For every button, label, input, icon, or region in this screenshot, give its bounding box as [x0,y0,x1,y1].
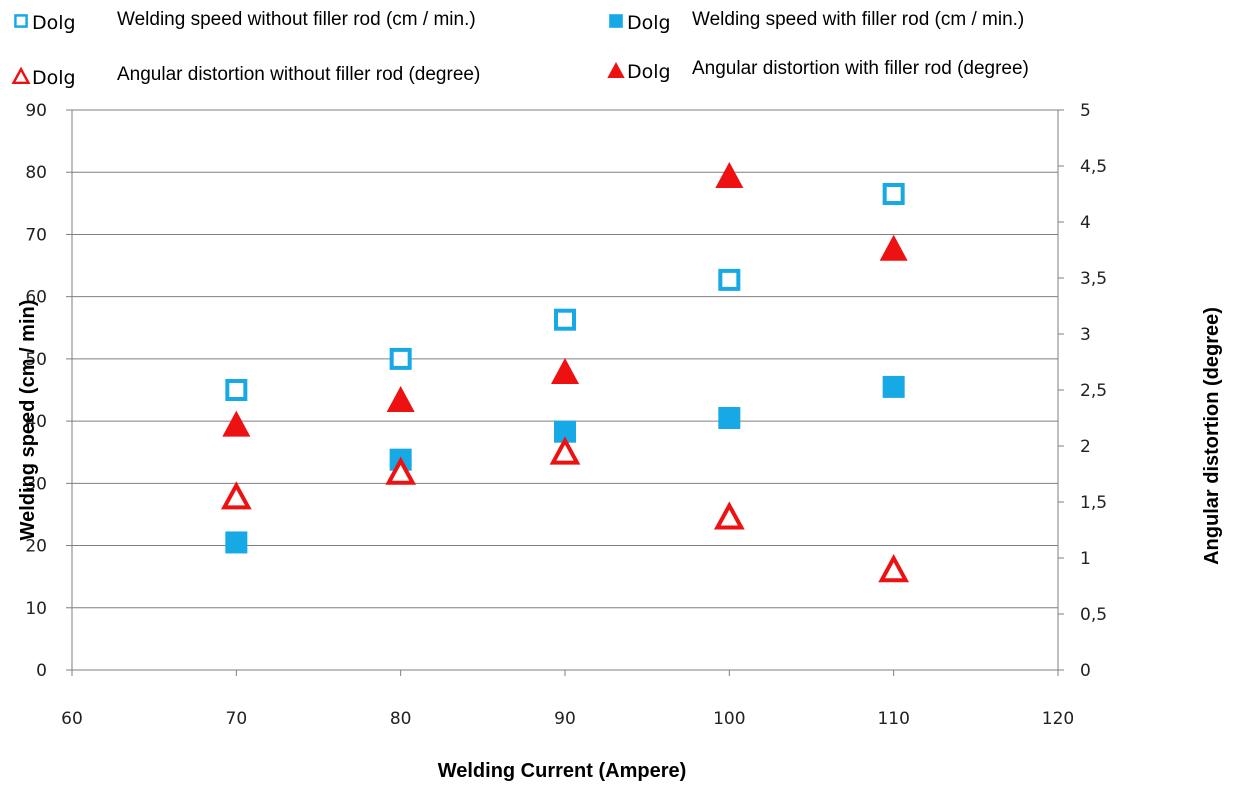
data-point [389,347,412,370]
data-point [554,308,576,331]
data-point [718,268,741,291]
y-tick-label-left: 80 [25,163,47,183]
legend-prefix: Dolg [627,61,671,83]
y-tick-label-right: 2 [1080,437,1091,457]
series-4 [222,161,908,437]
data-point [879,234,908,261]
x-tick-label: 120 [1042,709,1074,729]
data-point [549,436,581,465]
axes [66,109,1064,676]
y-tick-label-left: 20 [25,537,47,557]
y-tick-label-left: 40 [25,412,47,432]
x-axis-title: Welding Current (Ampere) [438,760,687,782]
series-1 [225,183,905,401]
series-3 [220,436,910,583]
legend-entry-2: Dolg Welding speed with filler rod (cm / … [609,9,1024,34]
x-tick-label: 70 [226,709,248,729]
data-point [713,501,745,530]
y-tick-label-left: 30 [25,474,47,494]
y-axis-title-right: Angular distortion (degree) [1201,307,1223,565]
x-tick-label: 100 [713,709,745,729]
y-tick-label-left: 50 [25,350,47,370]
y-tick-label-left: 90 [25,101,47,121]
legend-marker [11,66,31,85]
data-point [718,407,741,429]
data-point [554,420,576,443]
y-tick-label-right: 0,5 [1080,605,1107,625]
y-tick-label-right: 0 [1080,661,1091,681]
y-tick-label-right: 4,5 [1080,157,1107,177]
series-2 [225,375,905,554]
data-point [225,531,248,554]
data-point [878,554,910,583]
data-points [220,161,910,583]
y-tick-label-left: 60 [25,288,47,308]
y-tick-label-right: 2,5 [1080,381,1107,401]
y-tick-label-right: 1,5 [1080,493,1107,513]
legend-marker [609,14,623,28]
data-point [551,357,579,384]
legend-label: Welding speed with filler rod (cm / min.… [692,9,1024,30]
data-point [386,385,415,412]
data-point [220,481,252,510]
legend-marker [607,61,625,79]
y-tick-label-left: 10 [25,599,47,619]
data-point [882,375,905,398]
legend-label: Angular distortion without filler rod (d… [117,64,480,85]
legend-entry-4: Dolg Angular distortion with filler rod (… [607,58,1029,83]
data-point [715,161,744,188]
x-tick-label: 80 [390,709,412,729]
data-point [225,379,248,401]
legend-prefix: Dolg [32,12,76,34]
y-tick-label-right: 1 [1080,549,1091,569]
y-tick-label-right: 3 [1080,325,1091,345]
y-tick-label-right: 4 [1080,213,1091,233]
legend-entry-3: Dolg Angular distortion without filler ro… [11,64,480,89]
legend: Dolg Welding speed without filler rod (cm… [11,9,1029,89]
y-tick-label-right: 3,5 [1080,269,1107,289]
y-axis-title-left: Welding speed (cm / min) [17,300,39,541]
x-tick-label: 110 [877,709,909,729]
y-tick-label-left: 0 [36,661,47,681]
legend-marker [14,14,28,28]
data-point [882,183,905,205]
legend-label: Welding speed without filler rod (cm / m… [117,9,476,30]
x-tick-label: 90 [554,709,576,729]
legend-entry-1: Dolg Welding speed without filler rod (cm… [14,9,476,34]
legend-prefix: Dolg [627,12,671,34]
data-point [385,456,417,485]
data-point [222,410,251,437]
legend-label: Angular distortion with filler rod (degr… [692,58,1029,79]
y-tick-label-right: 5 [1080,101,1091,121]
legend-prefix: Dolg [32,67,76,89]
tick-labels: 60 70 80 90 100 110 120 0 10 20 30 40 50 60 70 80 90 0 0,5… [25,101,1107,729]
x-tick-label: 60 [61,709,83,729]
y-tick-label-left: 70 [25,225,47,245]
